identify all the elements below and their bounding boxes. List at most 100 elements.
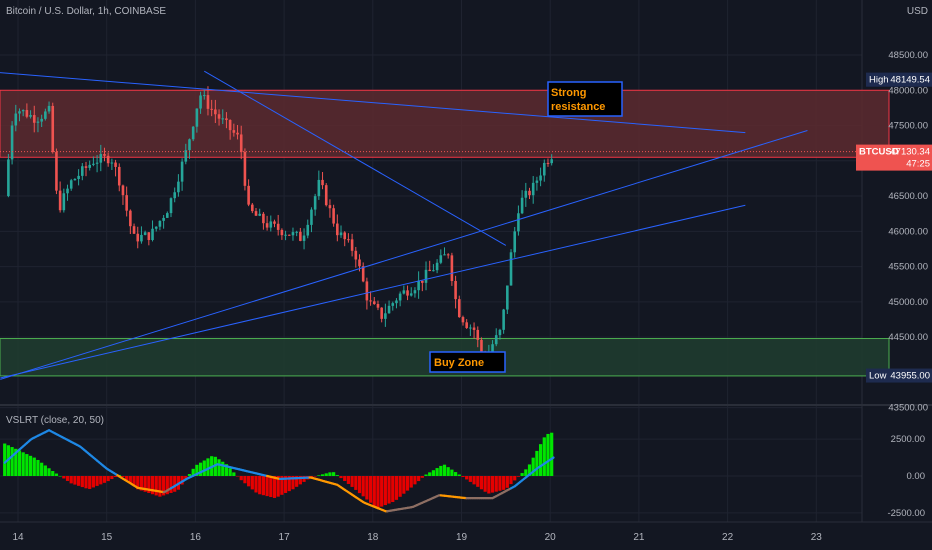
- candle-body: [110, 162, 114, 164]
- candle-up: [398, 291, 402, 307]
- histogram-bar-positive: [224, 464, 229, 476]
- histogram-bar-negative: [113, 476, 118, 477]
- candle-down: [361, 262, 365, 283]
- histogram-bar-negative: [513, 476, 517, 481]
- candle-up: [269, 215, 273, 232]
- candle-body: [125, 195, 128, 211]
- candle-body: [103, 154, 106, 156]
- candle-down: [336, 214, 339, 242]
- tag-background: [866, 368, 932, 383]
- candle-up: [384, 303, 387, 327]
- candle-down: [121, 184, 125, 205]
- candle-up: [221, 109, 225, 125]
- candle-body: [169, 198, 173, 214]
- candle-up: [417, 271, 420, 299]
- histogram-bar-negative: [162, 476, 166, 496]
- candle-up: [524, 182, 528, 207]
- candle-down: [147, 232, 151, 246]
- candle-up: [180, 158, 184, 191]
- candle-body: [199, 95, 202, 109]
- histogram-bar-negative: [472, 476, 476, 485]
- histogram-bar-positive: [54, 473, 59, 476]
- candle-body: [520, 197, 524, 214]
- histogram-bar-positive: [320, 474, 325, 476]
- indicator-tick-label: 2500.00: [891, 434, 925, 445]
- candle-up: [162, 214, 165, 229]
- candle-body: [55, 152, 58, 191]
- candle-up: [154, 226, 158, 232]
- time-tick-label: 23: [811, 532, 823, 543]
- histogram-bar-negative: [380, 476, 384, 507]
- histogram-bar-negative: [391, 476, 395, 503]
- candle-body: [539, 175, 542, 181]
- candle-down: [287, 234, 291, 236]
- histogram-bar-positive: [453, 472, 458, 476]
- histogram-bar-positive: [531, 457, 535, 476]
- histogram-bar-positive: [524, 469, 528, 476]
- candle-body: [280, 229, 284, 236]
- histogram-bar-negative: [65, 476, 70, 481]
- candle-down: [262, 211, 265, 230]
- candle-body: [531, 182, 535, 196]
- candle-body: [461, 317, 465, 323]
- candle-up: [387, 300, 391, 314]
- candle-body: [180, 161, 184, 182]
- candle-down: [114, 159, 117, 177]
- candle-down: [239, 125, 243, 160]
- candle-body: [391, 303, 395, 306]
- candle-body: [177, 181, 180, 193]
- candle-up: [44, 108, 47, 121]
- candle-down: [265, 215, 269, 231]
- histogram-bar-positive: [195, 464, 199, 476]
- annotation-box: [429, 351, 506, 373]
- histogram-bar-negative: [258, 476, 262, 495]
- high-tag-value: 48149.54: [890, 75, 930, 86]
- candle-body: [221, 118, 225, 120]
- candle-body: [450, 255, 454, 281]
- price-tick-label: 46000.00: [888, 226, 928, 237]
- candle-up: [62, 188, 66, 213]
- candle-body: [44, 111, 47, 119]
- candle-down: [369, 291, 372, 306]
- candle-body: [384, 313, 387, 319]
- histogram-bar-negative: [343, 476, 347, 482]
- candle-body: [513, 231, 517, 253]
- time-tick-label: 19: [456, 532, 468, 543]
- price-tick-label: 45000.00: [888, 297, 928, 308]
- candle-up: [506, 285, 509, 314]
- histogram-bar-negative: [147, 476, 151, 493]
- histogram-bar-positive: [32, 457, 36, 476]
- histogram-bar-positive: [36, 459, 40, 476]
- histogram-bar-positive: [198, 462, 203, 476]
- candle-up: [69, 178, 73, 191]
- candle-down: [324, 183, 328, 207]
- symbol-title: Bitcoin / U.S. Dollar, 1h, COINBASE: [6, 6, 167, 17]
- candle-body: [81, 166, 84, 176]
- candle-body: [336, 223, 339, 236]
- histogram-bar-positive: [457, 474, 461, 476]
- candle-up: [40, 114, 43, 128]
- indicator-axis: 2500.00 0.00 -2500.00: [887, 434, 925, 519]
- indicator-line: [3, 429, 555, 513]
- candle-body: [302, 235, 306, 241]
- histogram-bar-positive: [14, 448, 18, 476]
- price-tick-label: 47500.00: [888, 121, 928, 132]
- candle-down: [428, 260, 432, 272]
- candle-up: [10, 121, 14, 165]
- candle-up: [7, 153, 10, 198]
- histogram-bar-negative: [276, 476, 280, 497]
- price-tag-countdown: 47:25: [906, 159, 930, 170]
- candle-body: [239, 134, 243, 153]
- candle-body: [69, 180, 73, 189]
- candle-up: [539, 167, 542, 187]
- candle-down: [372, 296, 376, 305]
- time-tick-label: 21: [633, 532, 645, 543]
- candle-down: [332, 204, 335, 227]
- candle-down: [236, 125, 239, 140]
- candle-body: [236, 132, 239, 135]
- histogram-bar-negative: [121, 476, 125, 477]
- candle-up: [291, 227, 295, 241]
- indicator-tick-label: -2500.00: [887, 508, 925, 519]
